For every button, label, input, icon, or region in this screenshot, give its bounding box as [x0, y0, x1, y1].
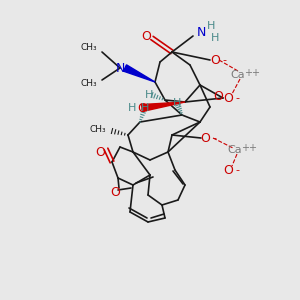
Text: CH₃: CH₃	[80, 44, 97, 52]
Polygon shape	[124, 65, 155, 82]
Text: -: -	[235, 165, 239, 175]
Text: CH₃: CH₃	[89, 125, 106, 134]
Text: Ca: Ca	[231, 70, 245, 80]
Text: ++: ++	[241, 143, 257, 153]
Text: O: O	[223, 164, 233, 176]
Text: O: O	[213, 89, 223, 103]
Text: H: H	[128, 103, 136, 113]
Text: H: H	[211, 33, 219, 43]
Polygon shape	[142, 102, 185, 112]
Text: O: O	[95, 146, 105, 158]
Text: H: H	[173, 98, 181, 108]
Text: O: O	[137, 101, 147, 115]
Text: -: -	[222, 55, 226, 65]
Text: O: O	[210, 53, 220, 67]
Text: O: O	[200, 131, 210, 145]
Text: O: O	[223, 92, 233, 104]
Text: O: O	[141, 29, 151, 43]
Text: N: N	[115, 61, 125, 74]
Text: Ca: Ca	[228, 145, 242, 155]
Text: CH₃: CH₃	[80, 80, 97, 88]
Text: H: H	[145, 90, 153, 100]
Text: ++: ++	[244, 68, 260, 78]
Text: -: -	[212, 133, 216, 143]
Text: H: H	[207, 21, 215, 31]
Text: N: N	[196, 26, 206, 38]
Text: -: -	[235, 93, 239, 103]
Text: O: O	[110, 187, 120, 200]
Text: H: H	[141, 103, 149, 113]
